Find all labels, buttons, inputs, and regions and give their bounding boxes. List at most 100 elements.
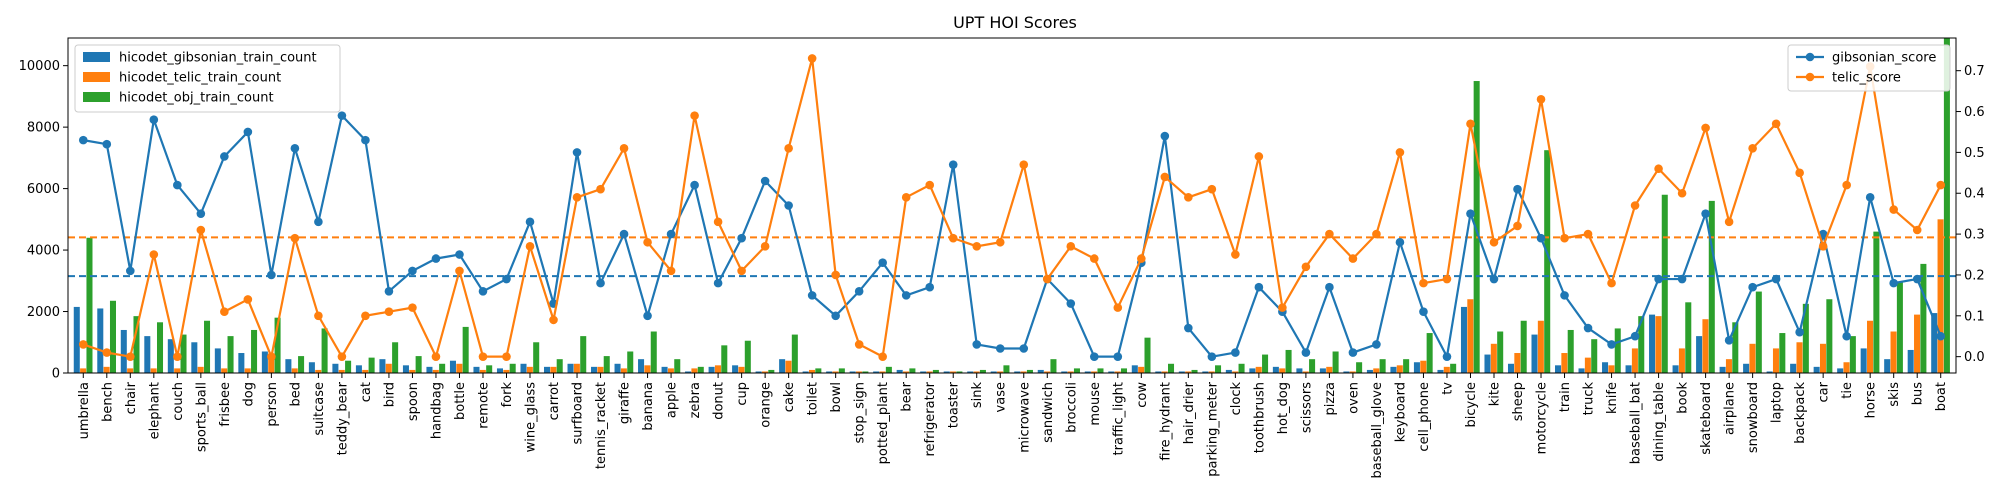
bar-hicodet_telic_train_count bbox=[1890, 331, 1897, 373]
x-tick-label: horse bbox=[1864, 382, 1879, 418]
bar-hicodet_telic_train_count bbox=[1561, 353, 1568, 373]
bar-hicodet_telic_train_count bbox=[1608, 365, 1615, 373]
bar-hicodet_telic_train_count bbox=[1937, 219, 1944, 373]
bar-hicodet_obj_train_count bbox=[674, 359, 681, 373]
bar-hicodet_telic_train_count bbox=[1044, 371, 1051, 373]
x-tick-label: baseball_bat bbox=[1629, 382, 1644, 464]
point-gibsonian_score bbox=[854, 286, 864, 296]
point-gibsonian_score bbox=[1654, 274, 1663, 284]
bar-hicodet_telic_train_count bbox=[926, 371, 933, 373]
bar-hicodet_obj_train_count bbox=[1661, 194, 1668, 373]
bar-hicodet_obj_train_count bbox=[1896, 282, 1903, 373]
point-telic_score bbox=[572, 193, 582, 202]
axes bbox=[67, 37, 1957, 374]
bar-hicodet_gibsonian_train_count bbox=[285, 359, 292, 373]
point-telic_score bbox=[1160, 172, 1170, 182]
y-right-tick-label: 0.1 bbox=[1964, 309, 1985, 324]
point-gibsonian_score bbox=[1372, 340, 1381, 349]
point-gibsonian_score bbox=[173, 180, 182, 190]
point-telic_score bbox=[1325, 229, 1334, 239]
bar-hicodet_obj_train_count bbox=[885, 366, 892, 373]
bar-hicodet_telic_train_count bbox=[1208, 371, 1215, 373]
x-tick-label: sheep bbox=[1511, 382, 1526, 421]
x-tick-label: bus bbox=[1911, 382, 1926, 405]
bar-hicodet_obj_train_count bbox=[486, 365, 493, 373]
bar-hicodet_telic_train_count bbox=[1138, 366, 1145, 373]
x-tick-label: cake bbox=[782, 382, 797, 412]
point-telic_score bbox=[1536, 94, 1546, 104]
bar-hicodet_obj_train_count bbox=[768, 369, 775, 373]
bar-hicodet_telic_train_count bbox=[1514, 353, 1521, 373]
x-tick-label: knife bbox=[1605, 382, 1620, 414]
x-tick-label: hair_drier bbox=[1182, 381, 1197, 444]
bar-hicodet_gibsonian_train_count bbox=[1202, 371, 1209, 373]
legend-marker-telic_score bbox=[1805, 72, 1815, 82]
point-telic_score bbox=[1442, 274, 1452, 284]
bar-hicodet_obj_train_count bbox=[251, 329, 258, 373]
bar-hicodet_gibsonian_train_count bbox=[873, 371, 880, 373]
bar-hicodet_gibsonian_train_count bbox=[661, 366, 668, 373]
x-tick-label: fork bbox=[500, 382, 515, 408]
point-telic_score bbox=[525, 242, 535, 251]
bar-hicodet_gibsonian_train_count bbox=[896, 369, 903, 373]
x-tick-label: kite bbox=[1487, 382, 1502, 406]
point-telic_score bbox=[1066, 242, 1076, 251]
bar-hicodet_gibsonian_train_count bbox=[1531, 334, 1538, 373]
point-telic_score bbox=[196, 225, 206, 235]
bar-hicodet_telic_train_count bbox=[244, 368, 251, 373]
bar-hicodet_telic_train_count bbox=[362, 369, 369, 373]
reference-lines bbox=[68, 236, 1956, 278]
point-gibsonian_score bbox=[1113, 352, 1123, 361]
bar-hicodet_obj_train_count bbox=[1685, 302, 1692, 373]
point-telic_score bbox=[1677, 188, 1687, 198]
bar-hicodet_gibsonian_train_count bbox=[920, 371, 927, 373]
point-telic_score bbox=[1278, 303, 1287, 312]
point-gibsonian_score bbox=[525, 217, 535, 227]
x-tick-label: broccoli bbox=[1064, 382, 1079, 433]
bar-hicodet_gibsonian_train_count bbox=[779, 359, 786, 373]
bar-hicodet_telic_train_count bbox=[127, 368, 134, 373]
x-tick-label: clock bbox=[1229, 382, 1244, 416]
bar-hicodet_telic_train_count bbox=[174, 368, 181, 373]
point-telic_score bbox=[1207, 184, 1217, 194]
x-tick-label: dining_table bbox=[1652, 382, 1667, 462]
bar-hicodet_obj_train_count bbox=[509, 363, 516, 373]
bar-hicodet_obj_train_count bbox=[533, 342, 540, 373]
x-tick-label: cell_phone bbox=[1417, 382, 1432, 452]
bar-hicodet_telic_train_count bbox=[409, 369, 416, 373]
x-tick-label: cat bbox=[359, 382, 374, 402]
point-telic_score bbox=[1042, 274, 1052, 284]
legend-lines: gibsonian_score telic_score bbox=[1787, 44, 1951, 92]
point-gibsonian_score bbox=[643, 311, 652, 321]
point-telic_score bbox=[478, 352, 488, 361]
point-telic_score bbox=[220, 307, 229, 317]
point-telic_score bbox=[1137, 254, 1146, 263]
bar-hicodet_telic_train_count bbox=[1020, 371, 1027, 373]
x-tick-label: keyboard bbox=[1393, 382, 1408, 442]
bar-hicodet_gibsonian_train_count bbox=[332, 363, 339, 373]
x-tick-label: dog bbox=[241, 382, 256, 406]
bar-hicodet_telic_train_count bbox=[1772, 348, 1779, 373]
point-telic_score bbox=[1184, 193, 1193, 202]
y-right-tick-label: 0.0 bbox=[1964, 350, 1985, 365]
bar-hicodet_obj_train_count bbox=[109, 300, 116, 373]
bar-hicodet_telic_train_count bbox=[456, 363, 463, 373]
bar-hicodet_telic_train_count bbox=[1584, 357, 1591, 373]
point-telic_score bbox=[1607, 278, 1616, 288]
bar-hicodet_gibsonian_train_count bbox=[144, 336, 151, 373]
bar-hicodet_obj_train_count bbox=[321, 328, 328, 373]
y-right-tick-label: 0.2 bbox=[1964, 268, 1985, 283]
point-telic_score bbox=[408, 303, 417, 312]
bar-hicodet_telic_train_count bbox=[950, 371, 957, 373]
bar-hicodet_gibsonian_train_count bbox=[261, 351, 268, 373]
point-telic_score bbox=[948, 233, 958, 243]
bar-hicodet_telic_train_count bbox=[1725, 359, 1732, 373]
x-tick-label: suitcase bbox=[312, 382, 327, 436]
bar-hicodet_telic_train_count bbox=[832, 371, 839, 373]
x-tick-label: bench bbox=[100, 382, 115, 422]
bar-hicodet_obj_train_count bbox=[1638, 316, 1645, 373]
bar-hicodet_gibsonian_train_count bbox=[826, 371, 833, 373]
bar-hicodet_gibsonian_train_count bbox=[1249, 368, 1256, 373]
x-tick-label: hot_dog bbox=[1276, 382, 1291, 434]
x-tick-label: boat bbox=[1934, 382, 1949, 411]
